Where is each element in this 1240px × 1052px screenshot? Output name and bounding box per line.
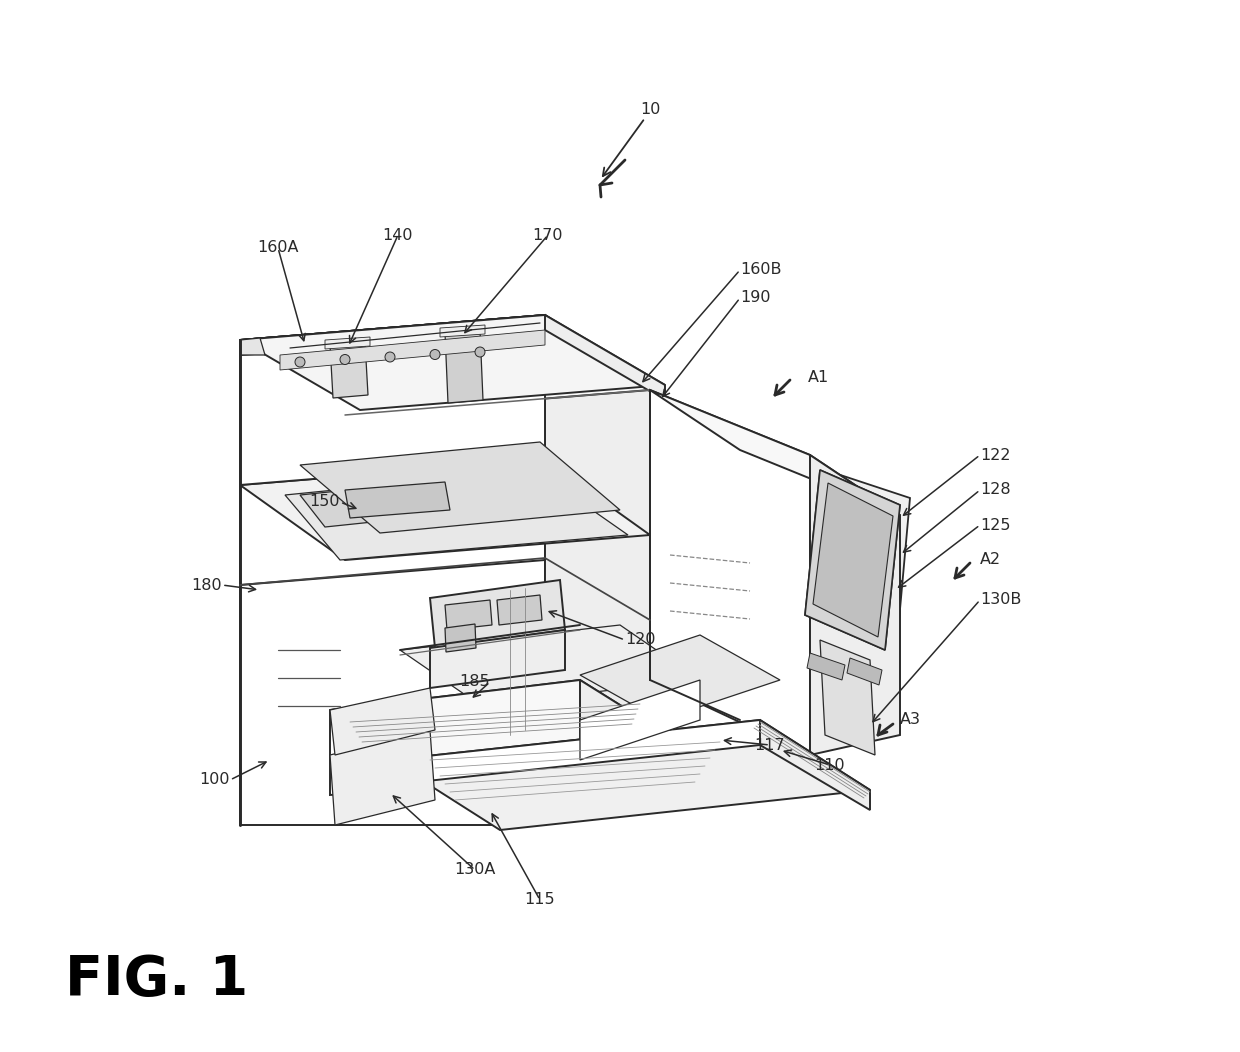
Polygon shape	[780, 460, 910, 665]
Text: 130A: 130A	[454, 863, 496, 877]
Polygon shape	[580, 680, 701, 760]
Text: 170: 170	[533, 227, 563, 243]
Polygon shape	[813, 483, 893, 638]
Polygon shape	[847, 658, 882, 685]
Polygon shape	[330, 688, 435, 755]
Polygon shape	[445, 624, 476, 652]
Polygon shape	[813, 483, 893, 638]
Text: 185: 185	[459, 674, 490, 689]
Polygon shape	[430, 630, 565, 688]
Text: 10: 10	[640, 102, 660, 118]
Polygon shape	[440, 325, 485, 337]
Polygon shape	[241, 315, 650, 414]
Circle shape	[430, 349, 440, 360]
Text: 117: 117	[755, 737, 785, 752]
Polygon shape	[241, 460, 650, 560]
Polygon shape	[650, 390, 810, 755]
Polygon shape	[330, 342, 368, 398]
Polygon shape	[430, 580, 565, 648]
Polygon shape	[546, 315, 665, 400]
Circle shape	[384, 352, 396, 362]
Polygon shape	[330, 680, 580, 795]
Polygon shape	[805, 470, 900, 650]
Polygon shape	[821, 495, 887, 628]
Polygon shape	[401, 625, 701, 705]
Text: 120: 120	[625, 632, 656, 647]
Circle shape	[475, 347, 485, 357]
Circle shape	[340, 355, 350, 364]
Polygon shape	[805, 470, 900, 650]
Text: 115: 115	[525, 892, 556, 908]
Polygon shape	[330, 680, 660, 760]
Text: 122: 122	[980, 447, 1011, 463]
Polygon shape	[810, 456, 900, 755]
Text: 125: 125	[980, 518, 1011, 532]
Polygon shape	[445, 330, 484, 403]
Polygon shape	[580, 635, 780, 720]
Polygon shape	[807, 653, 844, 680]
Polygon shape	[280, 330, 546, 370]
Text: 140: 140	[383, 227, 413, 243]
Text: A1: A1	[808, 370, 830, 385]
Circle shape	[295, 357, 305, 367]
Polygon shape	[580, 680, 660, 795]
Polygon shape	[300, 442, 620, 533]
Text: A3: A3	[900, 712, 921, 728]
Polygon shape	[345, 482, 450, 518]
Polygon shape	[497, 595, 542, 625]
Text: 160A: 160A	[257, 241, 299, 256]
Polygon shape	[391, 720, 870, 830]
Text: 100: 100	[200, 772, 229, 788]
Polygon shape	[820, 640, 875, 755]
Polygon shape	[445, 600, 492, 630]
Polygon shape	[325, 337, 370, 349]
Polygon shape	[241, 315, 546, 485]
Text: A2: A2	[980, 552, 1001, 567]
Text: 110: 110	[815, 757, 846, 772]
Polygon shape	[650, 390, 900, 515]
Polygon shape	[241, 315, 665, 410]
Polygon shape	[546, 315, 650, 825]
Polygon shape	[330, 730, 435, 825]
Polygon shape	[285, 470, 627, 560]
Text: 160B: 160B	[740, 263, 781, 278]
Polygon shape	[391, 720, 760, 785]
Text: FIG. 1: FIG. 1	[64, 953, 248, 1007]
Polygon shape	[300, 473, 534, 527]
Polygon shape	[241, 338, 265, 355]
Polygon shape	[760, 720, 870, 810]
Polygon shape	[241, 315, 546, 825]
Polygon shape	[241, 315, 546, 355]
Text: 128: 128	[980, 483, 1011, 498]
Text: 180: 180	[191, 578, 222, 592]
Text: 190: 190	[740, 290, 770, 305]
Text: 150: 150	[310, 494, 340, 509]
Text: 130B: 130B	[980, 592, 1022, 607]
